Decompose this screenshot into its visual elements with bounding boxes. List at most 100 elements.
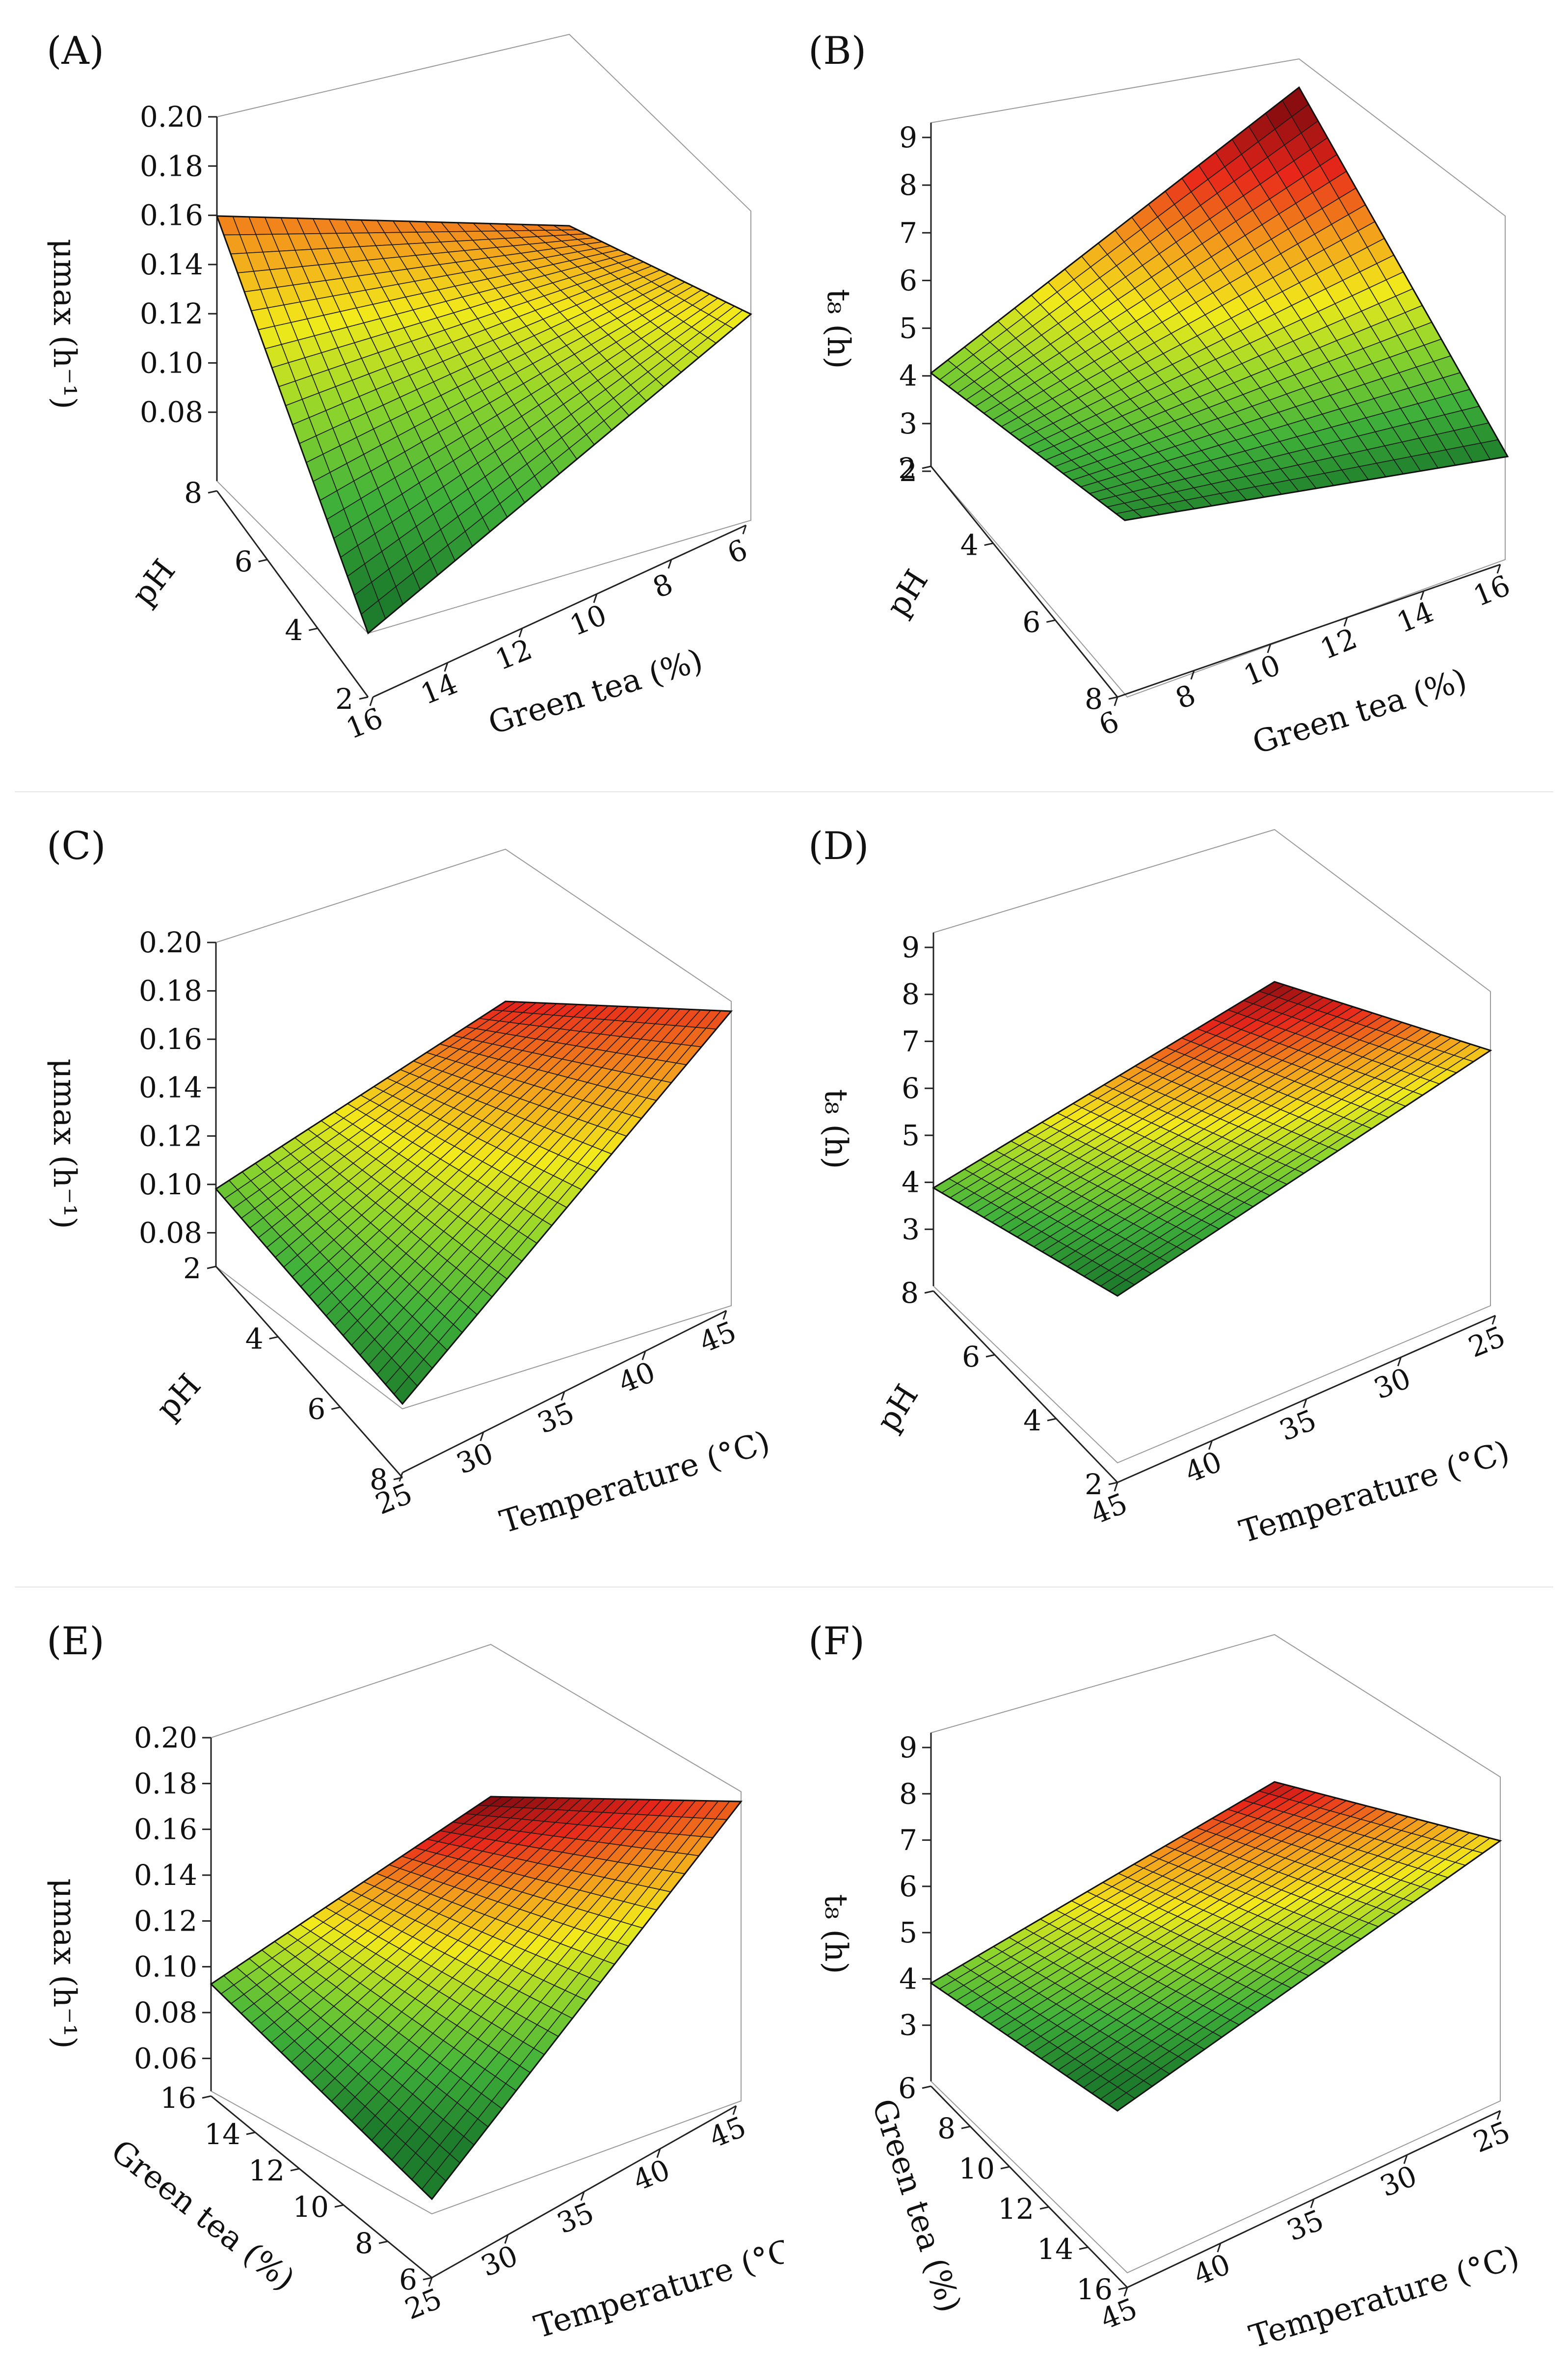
y-tick-label: 2 [898, 452, 916, 485]
y-axis-title: pH [879, 564, 935, 623]
x-tick-mark [444, 662, 449, 672]
response-surface [932, 981, 1491, 1296]
x-tick-mark [504, 2234, 509, 2244]
x-tick-mark [369, 697, 374, 706]
x-axis-line [372, 524, 746, 698]
x-tick-label: 40 [629, 2153, 675, 2198]
z-tick-label: 9 [902, 931, 920, 964]
y-tick-mark [207, 1265, 216, 1269]
panel-label-a: (A) [47, 29, 104, 73]
y-tick-mark [984, 542, 993, 546]
z-tick-label: 8 [902, 978, 920, 1011]
z-tick-label: 0.16 [139, 1022, 202, 1056]
response-surface [210, 1796, 742, 2200]
y-tick-label: 10 [958, 2152, 995, 2185]
response-surface [930, 86, 1509, 521]
z-tick-label: 0.12 [139, 1119, 202, 1153]
x-tick-mark [641, 1351, 646, 1360]
y-tick-mark [922, 465, 931, 469]
x-tick-label: 10 [1239, 648, 1285, 693]
x-tick-label: 14 [1392, 595, 1438, 640]
x-tick-mark [1123, 2287, 1128, 2297]
response-surface [930, 1781, 1501, 2111]
x-tick-mark [1420, 591, 1425, 600]
z-tick-label: 3 [899, 407, 917, 440]
y-axis-line [932, 1290, 1118, 1483]
x-tick-mark [479, 1432, 484, 1441]
y-tick-mark [1000, 2166, 1010, 2170]
row-divider [15, 1586, 1553, 1587]
y-tick-mark [208, 490, 217, 494]
x-tick-mark [1190, 670, 1195, 680]
x-tick-mark [1208, 1440, 1213, 1450]
panel-label-b: (B) [808, 29, 866, 73]
y-tick-mark [246, 2131, 256, 2135]
y-tick-label: 8 [1085, 682, 1103, 716]
z-tick-label: 0.12 [134, 1904, 197, 1937]
z-tick-label: 3 [899, 2009, 917, 2042]
y-tick-mark [924, 1290, 934, 1294]
y-tick-label: 4 [1023, 1404, 1041, 1437]
z-axis-title: t₈ (h) [818, 1894, 854, 1974]
y-tick-label: 8 [901, 1276, 919, 1310]
panel-label-d: (D) [808, 824, 869, 868]
y-tick-label: 4 [960, 529, 979, 562]
z-axis-title: t₈ (h) [818, 1089, 854, 1169]
y-tick-mark [359, 696, 369, 700]
z-axis-title: t₈ (h) [820, 289, 856, 369]
x-tick-mark [1403, 2154, 1408, 2164]
y-tick-mark [334, 2204, 344, 2208]
x-tick-mark [1114, 697, 1118, 706]
surface-outline [215, 215, 752, 635]
z-tick-label: 0.14 [134, 1858, 197, 1892]
y-tick-mark [258, 559, 267, 563]
x-tick-mark [1310, 2199, 1315, 2208]
z-tick-label: 0.18 [134, 1767, 197, 1800]
z-tick-label: 0.10 [140, 346, 203, 379]
x-tick-mark [1491, 1315, 1496, 1325]
y-tick-label: 4 [285, 614, 303, 647]
z-tick-label: 0.18 [140, 149, 203, 183]
x-tick-mark [1267, 644, 1272, 653]
panel-e-chart: (E)0.200.180.160.140.120.100.080.0625303… [46, 1619, 784, 2346]
y-axis-line [215, 1266, 403, 1478]
z-tick-label: 0.08 [139, 1216, 202, 1249]
y-tick-label: 10 [292, 2190, 329, 2224]
y-axis-title: pH [870, 1378, 926, 1438]
y-tick-label: 16 [160, 2081, 196, 2115]
x-tick-label: 12 [1316, 621, 1362, 666]
z-tick-label: 5 [899, 1916, 917, 1949]
x-axis-title: Temperature (°C) [1235, 1434, 1514, 1551]
x-tick-label: 30 [477, 2239, 523, 2284]
y-tick-mark [290, 2168, 300, 2172]
x-tick-mark [1496, 564, 1501, 574]
z-tick-label: 4 [902, 1166, 920, 1199]
y-tick-mark [1047, 1418, 1057, 1422]
z-tick-label: 5 [899, 312, 917, 345]
z-tick-label: 6 [899, 1870, 917, 1903]
x-axis-line [1117, 564, 1501, 698]
z-tick-label: 7 [899, 1824, 917, 1857]
y-axis-line [216, 490, 369, 698]
z-tick-label: 2 [899, 455, 917, 488]
surface-outline [210, 1796, 743, 2201]
z-tick-label: 0.14 [139, 1071, 202, 1104]
surface-outline [214, 1000, 733, 1405]
y-tick-label: 12 [248, 2154, 285, 2187]
x-tick-mark [667, 559, 672, 569]
y-axis-title: pH [150, 1367, 209, 1426]
y-tick-label: 8 [184, 476, 202, 510]
x-tick-mark [518, 628, 523, 638]
surface-outline [930, 86, 1509, 521]
panel-a-chart: (A)0.200.180.160.140.120.100.08161412108… [46, 29, 752, 746]
y-tick-label: 8 [937, 2112, 956, 2145]
z-axis-title: μmax (h⁻¹) [46, 239, 82, 409]
y-tick-label: 6 [399, 2263, 417, 2296]
x-tick-label: 8 [1171, 678, 1200, 716]
y-tick-label: 14 [1037, 2232, 1073, 2266]
y-axis-line [211, 2095, 432, 2279]
z-tick-label: 6 [899, 264, 917, 297]
